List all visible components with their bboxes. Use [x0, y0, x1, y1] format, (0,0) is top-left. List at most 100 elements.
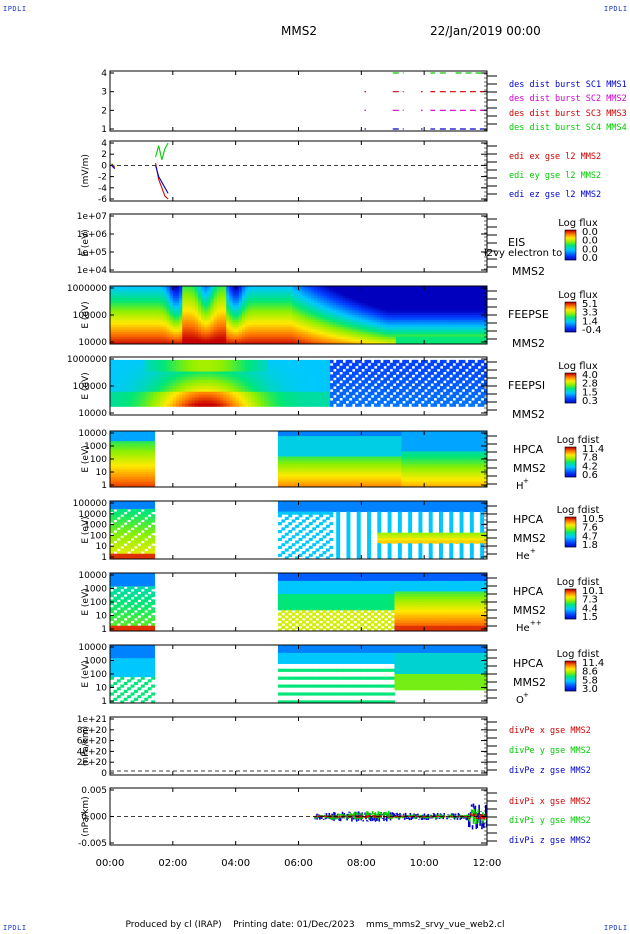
feepse-pixel — [229, 317, 234, 321]
feepse-pixel — [179, 334, 183, 338]
feepsi-pixel — [329, 394, 334, 399]
feepse-pixel — [182, 295, 186, 299]
feepse-pixel — [210, 322, 215, 326]
feepse-pixel — [433, 319, 438, 323]
feepsi-pixel — [116, 371, 120, 375]
feepsi-pixel — [329, 374, 334, 378]
feepse-pixel — [395, 327, 400, 330]
feepse-pixel — [427, 302, 431, 306]
feepse-pixel — [169, 298, 174, 301]
feepsi-pixel — [131, 386, 136, 390]
feepse-pixel — [282, 307, 287, 311]
feepse-pixel — [263, 339, 268, 343]
feepse-pixel — [329, 300, 334, 304]
feepsi-pixel — [333, 362, 337, 367]
feepsi-pixel — [421, 397, 425, 401]
feepse-pixel — [216, 319, 221, 323]
feepse-pixel — [392, 317, 397, 321]
feepsi-pixel — [336, 397, 340, 401]
feepse-pixel — [449, 286, 453, 289]
feepse-pixel — [179, 341, 183, 345]
feepse-pixel — [439, 290, 444, 294]
feepse-pixel — [175, 293, 180, 297]
feepse-pixel — [263, 298, 268, 301]
feepsi-pixel — [370, 400, 375, 404]
feepsi-pixel — [191, 374, 196, 378]
feepse-pixel — [160, 305, 164, 309]
feepsi-pixel — [348, 383, 353, 387]
feepse-pixel — [430, 341, 435, 345]
feepsi-pixel — [323, 397, 328, 401]
feepsi-pixel — [430, 394, 435, 399]
feepsi-pixel — [210, 359, 215, 364]
feepsi-pixel — [191, 377, 196, 381]
feepse-pixel — [405, 319, 409, 323]
feepse-pixel — [216, 339, 221, 343]
feepse-pixel — [194, 324, 199, 328]
feepsi-pixel — [169, 403, 174, 407]
feepse-pixel — [191, 341, 196, 345]
hpca_h-pixel — [113, 461, 118, 465]
feepse-pixel — [358, 341, 362, 345]
feepse-pixel — [141, 331, 146, 335]
feepse-pixel — [267, 322, 271, 326]
feepsi-pixel — [370, 383, 375, 387]
feepsi-pixel — [122, 374, 127, 378]
feepsi-pixel — [443, 383, 447, 387]
feepsi-pixel — [439, 368, 444, 372]
feepse-pixel — [323, 302, 328, 306]
feepse-pixel — [370, 307, 375, 311]
y-tick-label-feepsi: 100000 — [73, 382, 108, 392]
feepse-pixel — [355, 286, 359, 289]
feepse-pixel — [380, 295, 384, 299]
feepse-pixel — [342, 288, 347, 292]
feepse-pixel — [144, 286, 149, 289]
feepse-pixel — [430, 307, 435, 311]
feepsi-pixel — [188, 374, 193, 378]
feepse-pixel — [443, 286, 447, 289]
feepse-pixel — [273, 312, 278, 316]
feepsi-pixel — [144, 400, 149, 404]
feepse-pixel — [414, 336, 419, 340]
feepse-pixel — [182, 290, 186, 294]
feepse-pixel — [125, 331, 130, 335]
feepsi-pixel — [323, 368, 328, 372]
feepse-pixel — [367, 329, 372, 333]
colorbar-band-eis — [565, 230, 576, 232]
feepse-pixel — [339, 324, 343, 328]
feepse-pixel — [333, 334, 337, 338]
feepse-pixel — [427, 305, 431, 309]
feepsi-pixel — [150, 380, 155, 384]
feepsi-pixel — [292, 359, 296, 364]
feepse-pixel — [141, 295, 146, 299]
feepse-pixel — [323, 319, 328, 323]
feepse-pixel — [179, 310, 183, 314]
feepse-pixel — [188, 310, 193, 314]
feepse-pixel — [119, 339, 124, 343]
feepse-pixel — [113, 307, 117, 311]
feepsi-pixel — [373, 371, 378, 375]
feepse-pixel — [263, 305, 268, 309]
feepse-pixel — [260, 341, 265, 345]
feepse-pixel — [307, 319, 312, 323]
feepsi-pixel — [461, 383, 466, 387]
feepse-pixel — [461, 327, 466, 330]
feepse-pixel — [213, 327, 218, 330]
feepse-pixel — [292, 319, 296, 323]
feepse-pixel — [355, 324, 359, 328]
feepse-pixel — [219, 331, 224, 335]
feepsi-pixel — [166, 400, 171, 404]
feepsi-pixel — [377, 400, 381, 404]
feepse-pixel — [141, 288, 146, 292]
feepsi-pixel — [345, 397, 350, 401]
feepsi-pixel — [317, 359, 321, 364]
feepse-pixel — [339, 295, 343, 299]
feepse-pixel — [175, 305, 180, 309]
feepse-pixel — [345, 298, 350, 301]
feepse-pixel — [238, 300, 243, 304]
feepse-pixel — [477, 331, 482, 335]
feepsi-pixel — [270, 365, 274, 370]
feepse-pixel — [119, 319, 124, 323]
feepsi-pixel — [427, 365, 431, 370]
feepsi-pixel — [197, 362, 202, 367]
